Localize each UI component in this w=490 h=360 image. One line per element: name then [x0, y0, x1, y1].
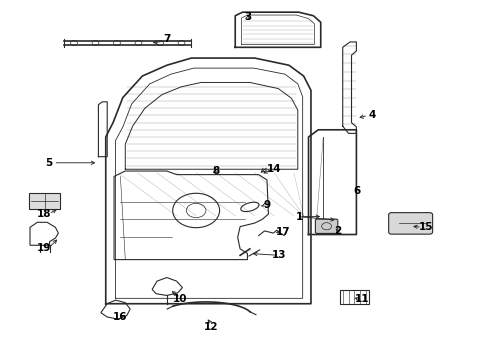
FancyBboxPatch shape	[389, 213, 433, 234]
Text: 6: 6	[354, 186, 361, 197]
Text: 5: 5	[45, 158, 52, 168]
Text: 2: 2	[334, 226, 342, 236]
Text: 1: 1	[296, 212, 303, 221]
Text: 18: 18	[36, 209, 51, 219]
Text: 3: 3	[244, 12, 251, 22]
Text: 17: 17	[276, 227, 291, 237]
Bar	[340, 290, 368, 304]
FancyBboxPatch shape	[29, 193, 60, 210]
Text: 12: 12	[203, 322, 218, 332]
Text: 19: 19	[36, 243, 51, 253]
Text: 16: 16	[113, 312, 128, 322]
Text: 9: 9	[264, 200, 270, 210]
Text: 10: 10	[173, 294, 188, 304]
FancyBboxPatch shape	[316, 219, 338, 233]
Text: 15: 15	[418, 222, 433, 232]
Text: 14: 14	[267, 164, 282, 174]
Text: 13: 13	[272, 250, 287, 260]
Text: 4: 4	[368, 111, 376, 121]
Text: 8: 8	[212, 166, 220, 176]
Text: 7: 7	[163, 35, 171, 44]
Text: 11: 11	[355, 294, 369, 304]
